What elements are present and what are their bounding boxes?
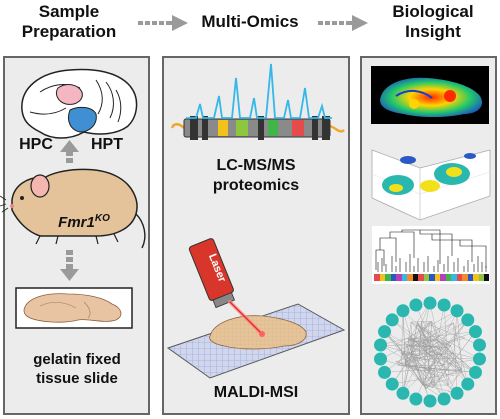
protein-network [374,296,486,408]
slide-caption: gelatin fixed tissue slide [33,351,121,387]
mouse-genotype-sup: KO [94,213,110,224]
header-biological-insight: Biological Insight [392,2,474,41]
network-node [409,298,423,312]
tissue-slide [15,287,133,329]
brain-outline [21,68,138,139]
network-node [468,325,482,339]
network-node [396,386,410,400]
3d-scatter-plot [371,149,491,221]
network-node [409,392,423,406]
header-arrow-2 [318,15,368,31]
arrow-down-to-slide [60,250,79,281]
mouse-genotype-label: Fmr1KO [44,196,124,231]
network-node [468,365,482,379]
hpt-region [67,106,97,133]
maldi-label: MALDI-MSI [213,384,299,401]
lc-column [170,63,345,140]
network-node [423,296,437,310]
network-node [472,338,486,352]
ms-image-heatmap [371,66,489,124]
network-node [450,386,464,400]
network-node [385,377,399,391]
mouse-genotype-main: Fmr1 [58,214,95,231]
maldi-slide [166,303,346,379]
module-color-bar [374,274,489,281]
hpt-label: HPT [91,136,123,153]
header-sample-preparation: Sample Preparation [21,2,117,41]
header-arrow-1 [138,15,188,31]
network-node [437,392,451,406]
hpc-label: HPC [19,136,53,153]
network-node [450,304,464,318]
network-node [423,394,437,408]
laser-device [188,238,265,337]
network-node [378,325,392,339]
network-node [461,377,475,391]
network-node [374,352,388,366]
lcms-label: LC-MS/MS proteomics [212,157,300,194]
network-node [378,365,392,379]
network-node [385,313,399,327]
arrow-up-to-brain [60,140,79,163]
network-node [437,298,451,312]
mouse-illustration [0,168,146,249]
network-node [374,338,388,352]
header-multi-omics: Multi-Omics [201,12,299,31]
hpc-region [55,84,83,105]
network-node [472,352,486,366]
network-node [461,313,475,327]
network-node [396,304,410,318]
